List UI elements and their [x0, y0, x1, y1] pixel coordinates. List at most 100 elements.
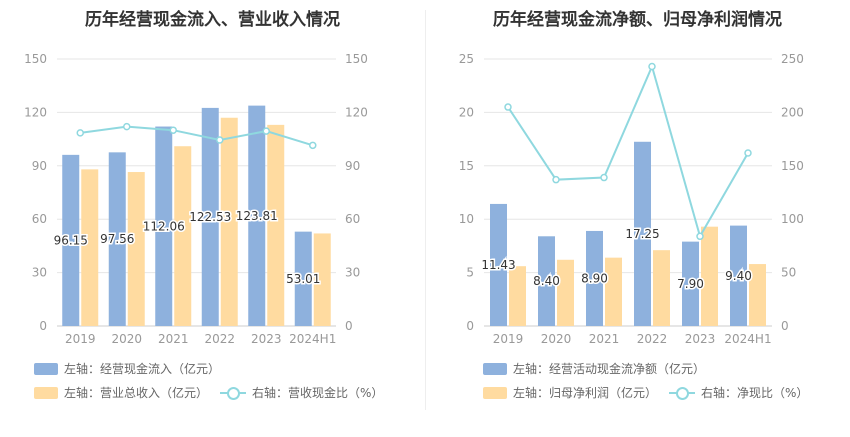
bar-data-label: 17.25 [625, 227, 659, 241]
bar-data-label: 53.01 [286, 272, 320, 286]
left-axis-tick-label: 0 [466, 319, 474, 333]
left-chart-panel: 历年经营现金流入、营业收入情况 0 0 30 30 60 60 90 90 120 120 150 1… [24, 10, 383, 401]
ratio-line-point [552, 175, 560, 184]
legend-item-net-profit[interactable]: 左轴：归母净利润（亿元） [483, 384, 657, 401]
bar-data-label: 11.43 [481, 258, 515, 272]
bar-net-cash-flow [586, 230, 603, 326]
bar-net-profit [605, 257, 622, 326]
right-axis-tick-label: 120 [345, 105, 368, 119]
right-chart-title: 历年经营现金流净额、归母净利润情况 [493, 10, 782, 30]
ratio-line-point [600, 173, 608, 182]
x-axis-tick-label: 2021 [158, 332, 189, 346]
left-axis-tick-label: 90 [32, 159, 47, 173]
bar-data-label: 9.40 [725, 269, 752, 283]
left-axis-tick-label: 30 [32, 266, 47, 280]
left-axis-tick-label: 15 [459, 159, 474, 173]
left-chart-svg: 0 0 30 30 60 60 90 90 120 120 150 150 2019 2020 2021 20… [24, 52, 368, 346]
x-axis-tick-label: 2020 [111, 332, 142, 346]
legend-item-cash-inflow[interactable]: 左轴：经营现金流入（亿元） [34, 360, 220, 377]
ratio-line-point [169, 126, 177, 134]
ratio-line-point [262, 127, 270, 135]
legend-swatch-blue [34, 362, 58, 375]
bar-revenue [81, 169, 99, 326]
left-axis-tick-label: 150 [24, 52, 47, 66]
x-axis-tick-label: 2019 [65, 332, 96, 346]
ratio-line-point [76, 129, 84, 137]
legend-item-cash-ratio[interactable]: 右轴：营收现金比（%） [220, 384, 383, 401]
legend-label: 左轴：经营活动现金流净额（亿元） [513, 362, 706, 376]
legend-line-icon [220, 386, 246, 400]
bar-net-cash-flow [730, 225, 747, 326]
left-axis-tick-label: 5 [466, 266, 474, 280]
bar-cash-inflow [108, 152, 126, 326]
right-axis-tick-label: 60 [345, 212, 360, 226]
bar-data-label: 8.40 [533, 274, 560, 288]
bar-net-profit [653, 250, 670, 326]
x-axis-tick-label: 2024H1 [289, 332, 336, 346]
ratio-line-point [216, 136, 224, 144]
x-axis-tick-label: 2022 [204, 332, 235, 346]
left-axis-tick-label: 60 [32, 212, 47, 226]
ratio-line-point [696, 232, 704, 241]
bar-net-cash-flow [490, 203, 507, 326]
bar-revenue [174, 146, 192, 326]
bar-data-label: 96.15 [54, 233, 88, 247]
left-axis-tick-label: 10 [459, 212, 474, 226]
bar-net-cash-flow [538, 236, 555, 326]
right-axis-tick-label: 30 [345, 266, 360, 280]
bar-cash-inflow [62, 154, 80, 326]
right-chart-panel: 历年经营现金流净额、归母净利润情况 0 0 5 50 10 100 15 150 20 200 25… [425, 0, 850, 437]
panel-divider [425, 10, 426, 410]
right-axis-tick-label: 100 [781, 212, 804, 226]
bar-net-cash-flow [634, 141, 651, 326]
bar-data-label: 112.06 [143, 219, 185, 233]
left-axis-tick-label: 120 [24, 105, 47, 119]
legend-item-net-cash-ratio[interactable]: 右轴：净现比（%） [669, 384, 808, 401]
left-axis-tick-label: 25 [459, 52, 474, 66]
x-axis-tick-label: 2019 [493, 332, 524, 346]
ratio-line-point [504, 103, 512, 111]
right-axis-tick-label: 150 [781, 159, 804, 173]
bar-cash-inflow [201, 107, 219, 326]
bar-net-profit [509, 266, 526, 326]
right-axis-tick-label: 50 [781, 266, 796, 280]
legend-item-net-cash-flow[interactable]: 左轴：经营活动现金流净额（亿元） [483, 360, 705, 377]
x-axis-tick-label: 2023 [251, 332, 282, 346]
bar-net-profit [749, 264, 766, 326]
right-chart-svg: 0 0 5 50 10 100 15 150 20 200 25 250 2019 2020 2021 202… [459, 52, 804, 346]
bar-data-label: 97.56 [100, 232, 134, 246]
legend-swatch-orange [34, 386, 58, 399]
x-axis-tick-label: 2023 [685, 332, 716, 346]
bar-cash-inflow [155, 126, 173, 326]
bar-data-label: 123.81 [236, 209, 278, 223]
bar-revenue [267, 124, 285, 326]
bar-cash-inflow [248, 105, 266, 327]
legend-item-revenue[interactable]: 左轴：营业总收入（亿元） [34, 384, 208, 401]
bar-revenue [127, 172, 145, 326]
legend-label: 左轴：营业总收入（亿元） [64, 386, 209, 400]
legend-label: 右轴：营收现金比（%） [252, 386, 384, 400]
bar-cash-inflow [294, 231, 312, 326]
right-axis-tick-label: 0 [781, 319, 789, 333]
bar-data-label: 8.90 [581, 271, 608, 285]
ratio-line-point [123, 122, 131, 131]
legend-swatch-orange [483, 386, 507, 399]
bar-revenue [313, 233, 331, 326]
ratio-line-point [648, 62, 656, 71]
legend-line-icon [669, 386, 695, 400]
ratio-line [80, 125, 314, 147]
x-axis-tick-label: 2024H1 [724, 332, 771, 346]
bar-revenue [220, 117, 238, 327]
x-axis-tick-label: 2020 [541, 332, 572, 346]
ratio-line [507, 63, 749, 239]
bar-net-cash-flow [682, 241, 699, 326]
legend-swatch-blue [483, 362, 507, 375]
bar-net-profit [701, 226, 718, 326]
x-axis-tick-label: 2021 [589, 332, 620, 346]
right-axis-tick-label: 250 [781, 52, 804, 66]
right-axis-tick-label: 90 [345, 159, 360, 173]
left-axis-tick-label: 20 [459, 105, 474, 119]
right-axis-tick-label: 0 [345, 319, 353, 333]
legend-label: 左轴：经营现金流入（亿元） [64, 362, 221, 376]
x-axis-tick-label: 2022 [637, 332, 668, 346]
